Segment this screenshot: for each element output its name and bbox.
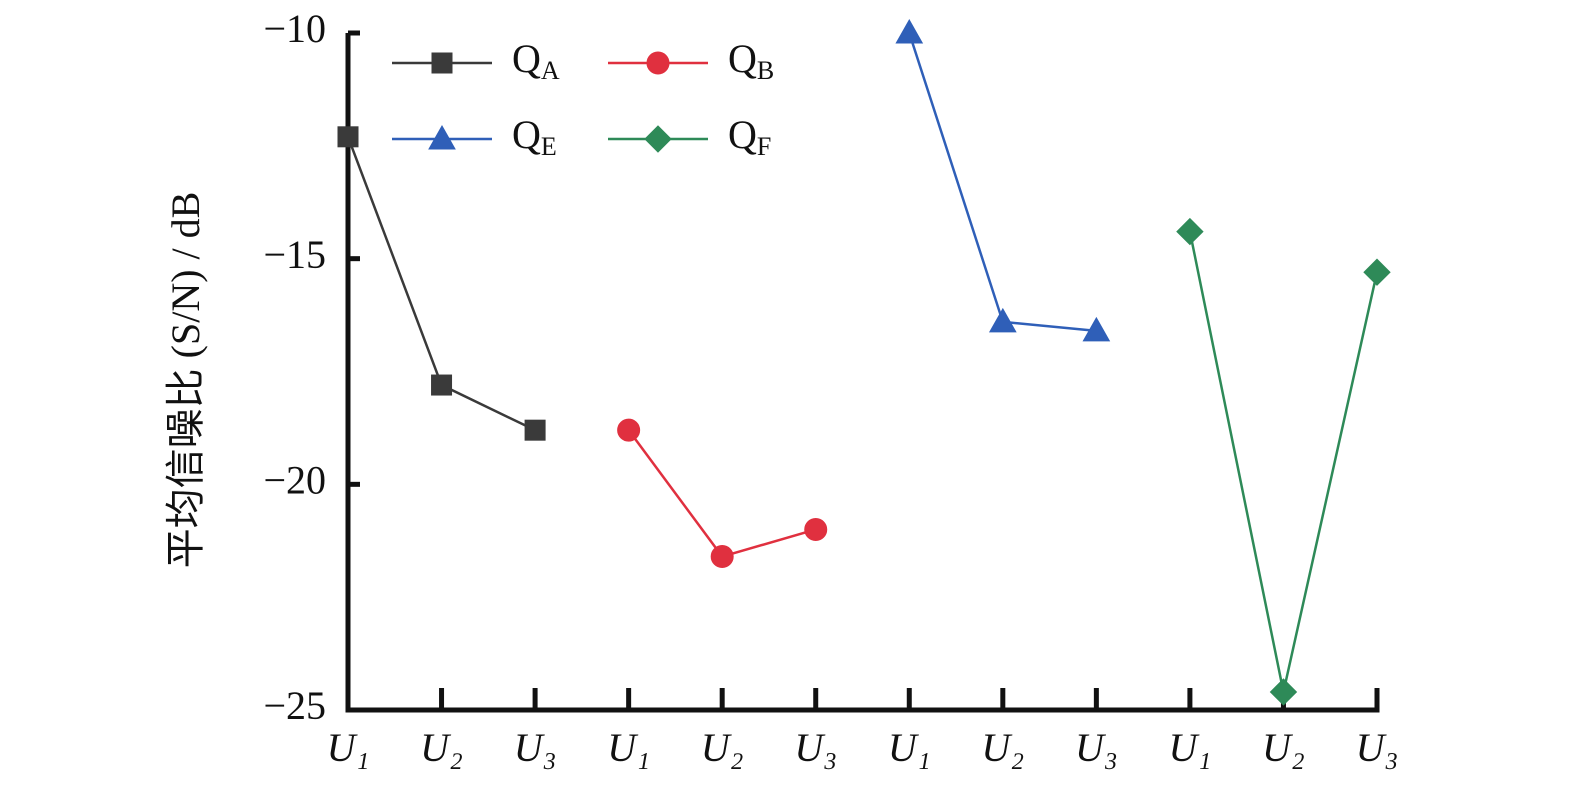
data-point	[1269, 678, 1298, 706]
data-point	[617, 418, 641, 442]
legend-subscript: B	[757, 56, 774, 85]
x-tick-label: U₃	[1075, 725, 1118, 770]
y-tick-label: −15	[263, 232, 326, 277]
series-line	[908, 32, 1097, 333]
x-tick-label: U₁	[327, 725, 370, 770]
x-tick-label: U₁	[607, 725, 650, 770]
legend-marker	[431, 52, 453, 74]
x-tick-label: U₂	[420, 725, 463, 770]
data-point	[988, 307, 1017, 333]
legend-marker	[644, 125, 672, 153]
x-tick-label: U₁	[888, 725, 931, 770]
data-point	[337, 126, 359, 148]
y-axis-label: 平均信噪比 (S/N) / dB	[163, 192, 208, 569]
x-tick-label: U₂	[701, 725, 744, 770]
legend-label: QA	[512, 36, 560, 85]
data-point	[804, 517, 828, 541]
data-point	[524, 419, 546, 441]
x-tick-label: U₂	[1262, 725, 1305, 770]
x-tick-label: U₂	[981, 725, 1024, 770]
legend-label: QE	[512, 112, 557, 161]
x-tick-label: U₁	[1169, 725, 1212, 770]
legend-name: Q	[728, 112, 757, 157]
legend-marker	[646, 51, 670, 75]
x-tick-label: U₃	[794, 725, 837, 770]
data-point	[1082, 316, 1111, 342]
series-line	[1188, 231, 1379, 693]
data-point	[710, 545, 734, 569]
y-tick-label: −20	[263, 458, 326, 503]
data-point	[1176, 217, 1204, 246]
series-line	[627, 429, 817, 558]
legend-name: Q	[512, 112, 541, 157]
legend-label: QB	[728, 36, 774, 85]
y-tick-label: −25	[263, 683, 326, 728]
data-point	[895, 18, 924, 44]
data-point	[1363, 258, 1391, 286]
y-tick-label: −10	[263, 6, 326, 51]
x-tick-label: U₃	[1356, 725, 1399, 770]
data-point	[431, 374, 453, 396]
legend-label: QF	[728, 112, 771, 161]
legend-subscript: A	[541, 56, 560, 85]
legend-subscript: E	[541, 132, 557, 161]
legend-marker	[428, 124, 456, 150]
legend-name: Q	[512, 36, 541, 81]
x-tick-label: U₃	[514, 725, 557, 770]
legend-name: Q	[728, 36, 757, 81]
legend-subscript: F	[757, 132, 771, 161]
